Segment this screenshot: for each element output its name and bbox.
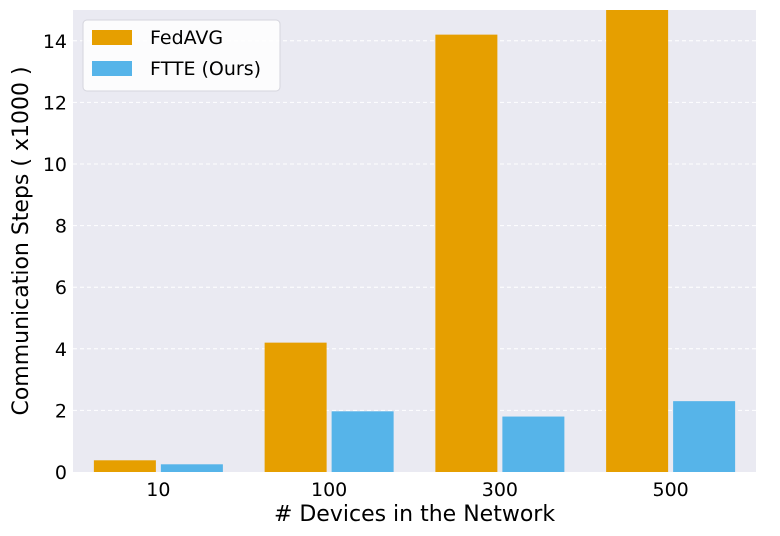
y-tick-label: 14 xyxy=(43,31,67,53)
x-axis-label: # Devices in the Network xyxy=(274,502,555,527)
x-tick-label: 10 xyxy=(146,479,170,501)
y-tick-label: 0 xyxy=(55,462,67,484)
y-axis-label: Communication Steps ( x1000 ) xyxy=(9,66,34,415)
bar-fedavg-10 xyxy=(93,460,156,472)
y-tick-label: 2 xyxy=(55,400,67,422)
y-tick-label: 8 xyxy=(55,216,67,238)
bar-ftte-ours-100 xyxy=(331,411,394,472)
x-tick-label: 300 xyxy=(482,479,518,501)
y-tick-label: 10 xyxy=(43,154,67,176)
bar-ftte-ours-300 xyxy=(502,416,565,472)
y-tick-label: 6 xyxy=(55,277,67,299)
bar-fedavg-300 xyxy=(435,34,498,472)
x-tick-label: 100 xyxy=(311,479,347,501)
bar-ftte-ours-10 xyxy=(160,464,223,472)
y-axis-ticks: 0 2 4 6 8 10 12 14 xyxy=(43,31,67,484)
legend-swatch xyxy=(92,30,132,45)
y-tick-label: 4 xyxy=(55,339,67,361)
legend-box xyxy=(82,19,281,92)
bar-fedavg-500 xyxy=(606,10,669,472)
y-tick-label: 12 xyxy=(43,92,67,114)
bar-fedavg-100 xyxy=(264,342,327,472)
x-axis-ticks: 10 100 300 500 xyxy=(146,479,688,501)
legend-swatch xyxy=(92,61,132,76)
legend-label: FedAVG xyxy=(150,27,223,49)
bar-ftte-ours-500 xyxy=(673,401,736,472)
x-tick-label: 500 xyxy=(652,479,688,501)
legend-label: FTTE (Ours) xyxy=(150,58,261,80)
legend: FedAVG FTTE (Ours) xyxy=(82,19,281,92)
bars xyxy=(93,10,736,472)
